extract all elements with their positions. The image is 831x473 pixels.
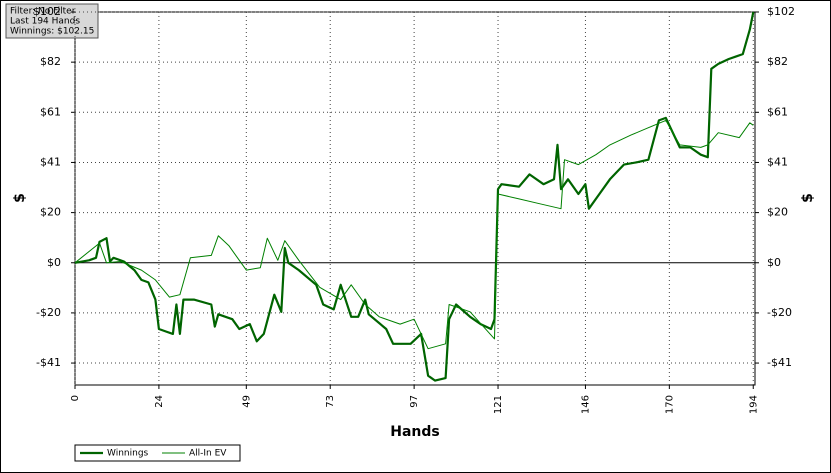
- x-tick-label: 170: [664, 395, 675, 414]
- x-tick-label: 49: [241, 395, 252, 408]
- y2-tick-label: $82: [767, 55, 788, 68]
- x-tick-label: 24: [154, 395, 165, 408]
- y-tick-label: $102: [33, 5, 61, 18]
- x-tick-label: 73: [325, 395, 336, 408]
- info-text: Last 194 Hands: [10, 17, 80, 27]
- legend-label: Winnings: [107, 449, 149, 459]
- x-tick-label: 194: [748, 395, 759, 414]
- y-tick-label: $82: [40, 55, 61, 68]
- y2-tick-label: -$20: [767, 306, 792, 319]
- y-tick-label: $0: [47, 256, 61, 269]
- x-tick-label: 121: [493, 395, 504, 414]
- y-axis-title: $: [12, 193, 28, 203]
- series-line: [74, 119, 754, 350]
- y-tick-label: -$20: [36, 306, 61, 319]
- x-axis-title: Hands: [390, 424, 440, 440]
- x-tick-label: 0: [70, 395, 81, 401]
- info-text: Filter: No Filter: [10, 7, 76, 17]
- y-tick-label: $61: [40, 105, 61, 118]
- x-tick-label: 146: [580, 395, 591, 414]
- y2-tick-label: $102: [767, 5, 795, 18]
- y-tick-label: -$41: [36, 356, 61, 369]
- y-tick-label: $41: [40, 155, 61, 168]
- info-text: Winnings: $102.15: [10, 27, 94, 37]
- series-line: [74, 11, 755, 382]
- y2-tick-label: $41: [767, 155, 788, 168]
- y2-tick-label: $20: [767, 206, 788, 219]
- info-box: [5, 3, 99, 39]
- y-tick-label: $20: [40, 206, 61, 219]
- legend-label: All-In EV: [189, 449, 227, 459]
- x-tick-label: 97: [409, 395, 420, 408]
- legend-box: [74, 444, 241, 462]
- y2-axis-title: $: [800, 193, 816, 203]
- y2-tick-label: $61: [767, 105, 788, 118]
- y2-tick-label: $0: [767, 256, 781, 269]
- y2-tick-label: -$41: [767, 356, 792, 369]
